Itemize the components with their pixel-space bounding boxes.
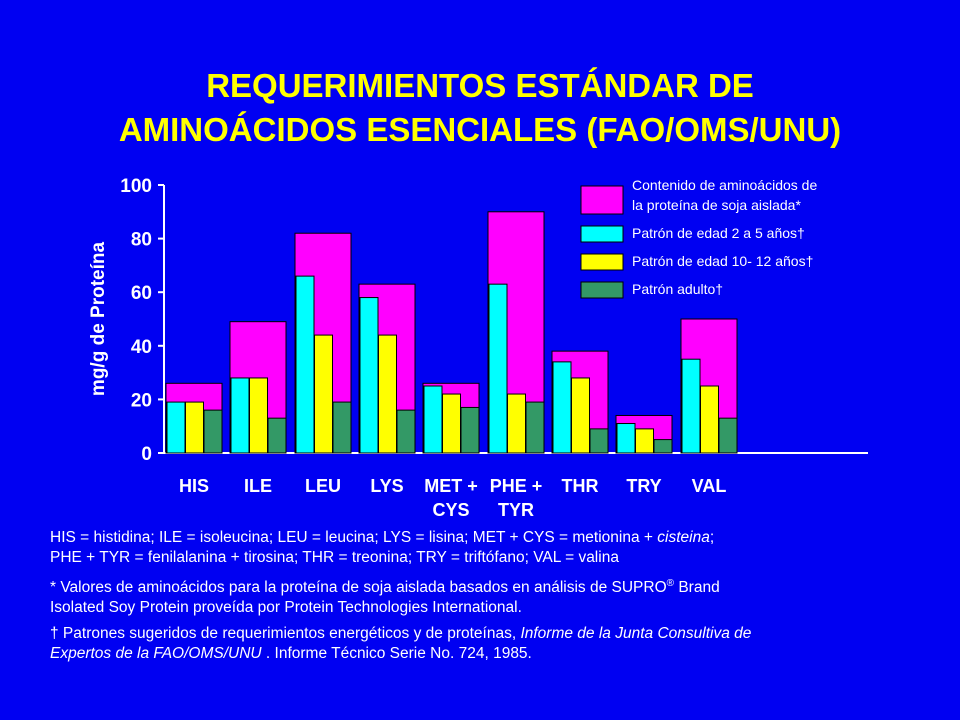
soy-text-1: * Valores de aminoácidos para la proteín… (50, 579, 667, 597)
fao-reference-note: † Patrones sugeridos de requerimientos e… (50, 624, 930, 664)
legend-label: Contenido de aminoácidos de (632, 177, 817, 193)
legend-label: la proteína de soja aislada* (632, 197, 801, 213)
bar-adult (460, 406, 480, 454)
bar-child-10-12 (571, 377, 590, 454)
abbrev-text-1: HIS = histidina; ILE = isoleucina; LEU =… (50, 529, 658, 546)
legend-label: Patrón de edad 2 a 5 años† (632, 225, 805, 241)
abbrev-text-1b: ; (709, 529, 715, 546)
abbrev-italic: cisteina (657, 529, 710, 546)
bar-adult (396, 409, 416, 454)
bar-child-2-5 (423, 385, 443, 454)
bar-child-2-5 (230, 377, 250, 454)
bar-adult (653, 439, 673, 454)
bar-adult (718, 417, 738, 454)
bar-child-2-5 (616, 423, 636, 454)
y-tick-label: 0 (141, 444, 152, 465)
title-line-1: REQUERIMIENTOS ESTÁNDAR DE (206, 67, 754, 104)
y-tick-label: 80 (131, 230, 152, 251)
legend-swatch (580, 281, 624, 299)
soy-text-1b: Brand (674, 579, 720, 597)
bar-child-2-5 (681, 358, 701, 454)
bar-child-2-5 (166, 401, 186, 454)
legend-label: Patrón adulto† (632, 281, 723, 297)
bar-adult (525, 401, 545, 454)
x-category-label: ILE (244, 476, 272, 496)
abbreviations-note: HIS = histidina; ILE = isoleucina; LEU =… (50, 528, 930, 568)
footnotes: HIS = histidina; ILE = isoleucina; LEU =… (50, 528, 930, 670)
bar-child-2-5 (359, 297, 379, 454)
bar-child-2-5 (552, 361, 572, 454)
fao-italic-2: Expertos de la FAO/OMS/UNU (50, 645, 262, 663)
abbrev-text-2: PHE + TYR = fenilalanina + tirosina; THR… (50, 549, 619, 566)
bar-child-10-12 (314, 334, 333, 454)
bar-adult (203, 409, 223, 454)
x-category-label: HIS (179, 476, 209, 496)
y-tick-label: 40 (131, 337, 152, 358)
x-category-label: TYR (498, 500, 534, 520)
bar-child-10-12 (700, 385, 719, 454)
bar-child-2-5 (488, 283, 508, 454)
fao-italic-1: Informe de la Junta Consultiva de (520, 625, 752, 643)
fao-text-2: . Informe Técnico Serie No. 724, 1985. (261, 645, 532, 663)
slide-title: REQUERIMIENTOS ESTÁNDAR DE AMINOÁCIDOS E… (0, 64, 960, 152)
registered-mark: ® (666, 578, 675, 589)
y-tick-label: 100 (120, 176, 152, 197)
legend-swatch (580, 253, 624, 271)
x-category-label: THR (562, 476, 599, 496)
legend-label: Patrón de edad 10- 12 años† (632, 253, 813, 269)
x-category-label: LEU (305, 476, 341, 496)
soy-protein-note: * Valores de aminoácidos para la proteín… (50, 574, 930, 618)
bar-adult (589, 428, 609, 454)
bar-child-10-12 (507, 393, 526, 454)
bar-child-10-12 (635, 428, 654, 454)
x-category-label: CYS (432, 500, 469, 520)
bar-child-2-5 (295, 275, 315, 454)
x-category-label: LYS (370, 476, 403, 496)
fao-text-1: † Patrones sugeridos de requerimientos e… (50, 625, 521, 643)
x-category-label: PHE + (490, 476, 543, 496)
soy-text-2: Isolated Soy Protein proveída por Protei… (50, 599, 522, 617)
legend-swatch (580, 185, 624, 215)
y-tick-label: 60 (131, 283, 152, 304)
legend-swatch (580, 225, 624, 243)
bar-child-10-12 (378, 334, 397, 454)
y-tick-label: 20 (131, 390, 152, 411)
y-axis-label: mg/g de Proteína (88, 242, 109, 397)
title-line-2: AMINOÁCIDOS ESENCIALES (FAO/OMS/UNU) (118, 111, 842, 148)
bar-child-10-12 (185, 401, 204, 454)
x-category-label: TRY (626, 476, 661, 496)
bar-adult (267, 417, 287, 454)
bar-child-10-12 (249, 377, 268, 454)
x-category-label: VAL (692, 476, 727, 496)
amino-acid-bar-chart: 0 20 40 60 80 100 mg/g de Proteína HIS ILE LEU LYS… (88, 176, 868, 520)
bar-child-10-12 (442, 393, 461, 454)
x-category-label: MET + (424, 476, 478, 496)
bar-adult (332, 401, 352, 454)
